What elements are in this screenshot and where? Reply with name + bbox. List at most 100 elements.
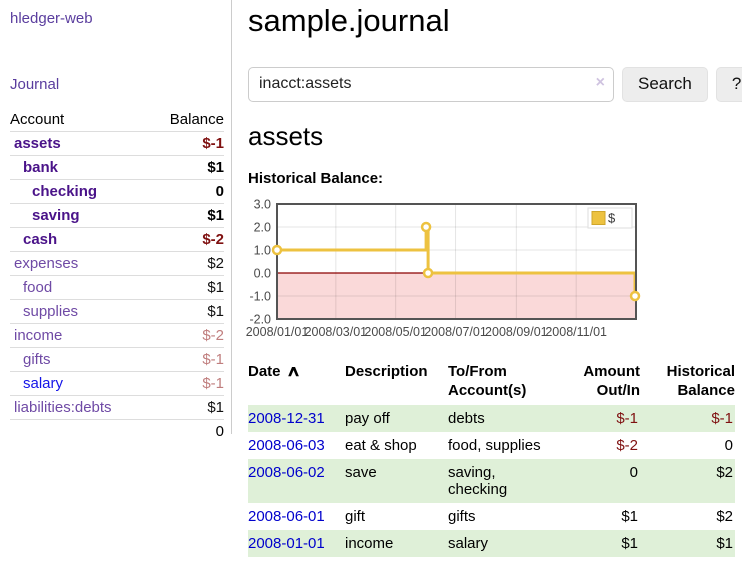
x-axis-tick-label: 2008/05/01 [364,325,427,339]
y-axis-tick-label: 0.0 [254,267,271,281]
transaction-balance: $-1 [640,405,735,432]
account-row: income $-2 [10,323,224,348]
search-input[interactable] [248,66,614,102]
column-header-description: Description [345,363,428,380]
transaction-accounts: saving, checking [448,459,566,503]
account-balance: $-1 [149,347,224,372]
transaction-amount: $-2 [616,437,638,454]
x-axis-tick-label: 2008/01/01 [246,325,309,339]
account-row: checking 0 [10,179,224,204]
x-axis-tick-label: 2008/07/01 [424,325,487,339]
account-balance: $-1 [149,371,224,396]
transactions-table: Date ∧ Description To/From Account(s) Amount O… [248,360,735,557]
account-row: food $1 [10,275,224,300]
main-panel: sample.journal × Search ? assets Histori… [232,0,742,557]
transaction-date-link[interactable]: 2008-01-01 [248,535,325,552]
transaction-balance: $1 [640,530,735,557]
account-row: supplies $1 [10,299,224,324]
y-axis-tick-label: 2.0 [254,221,271,235]
data-point-marker [420,221,432,233]
account-row: saving $1 [10,203,224,228]
sort-asc-icon: ∧ [285,363,301,380]
transaction-date-link[interactable]: 2008-06-03 [248,437,325,454]
transactions-header-row: Date ∧ Description To/From Account(s) Amount O… [248,360,735,405]
column-header-date[interactable]: Date ∧ [248,363,301,380]
legend-label: $ [608,211,616,226]
accounts-header-account: Account [10,108,150,132]
account-heading: assets [248,121,324,151]
account-link-saving[interactable]: saving [32,207,80,224]
accounts-table-body: assets $-1 bank $1 checking 0 saving $1 cash $-2 e… [10,131,224,420]
account-link-assets[interactable]: assets [14,135,61,152]
transaction-row: 2008-06-01 gift gifts $1 $2 [248,503,735,530]
app-root: hledger-web Journal Account Balance asse… [10,0,742,557]
transaction-row: 2008-12-31 pay off debts $-1 $-1 [248,405,735,432]
y-axis-tick-label: -2.0 [249,313,271,327]
transaction-balance: $2 [640,459,735,503]
transaction-amount: $1 [566,530,640,557]
brand-link[interactable]: hledger-web [10,10,93,27]
transaction-amount: 0 [566,459,640,503]
help-button[interactable]: ? [715,66,742,102]
search-input-wrap: × [248,66,614,102]
account-link-income[interactable]: income [14,327,63,344]
y-axis-tick-label: 3.0 [254,198,271,212]
clear-search-icon[interactable]: × [595,73,605,91]
account-row: cash $-2 [10,227,224,252]
account-link-food[interactable]: food [23,279,53,296]
transaction-description: save [345,459,448,503]
account-link-expenses[interactable]: expenses [14,255,79,272]
account-balance: $-2 [149,323,224,348]
account-balance: $1 [149,203,224,228]
account-link-checking[interactable]: checking [32,183,98,200]
x-axis-tick-label: 2008/11/01 [545,325,607,339]
page-title: sample.journal [248,3,450,38]
account-balance: $1 [149,299,224,324]
negative-region [277,273,636,319]
historical-balance-chart: $3.0 2.0 1.0 0.0 -1.0 -2.02008/01/012008/03/0… [246,198,641,339]
account-link-salary[interactable]: salary [23,375,64,392]
transactions-body: 2008-12-31 pay off debts $-1 $-1 2008-06-03 ea… [248,405,735,557]
transaction-balance: 0 [724,437,733,454]
transaction-description: eat & shop [345,437,417,454]
transaction-description: gift [345,508,366,525]
account-balance: 0 [149,179,224,204]
x-axis-tick-label: 2008/03/01 [305,325,368,339]
data-point-marker [422,267,434,279]
account-link-bank[interactable]: bank [23,159,59,176]
transaction-accounts: debts [448,405,566,432]
account-row: assets $-1 [10,131,224,156]
accounts-table: Account Balance assets $-1 bank $1 checking 0… [10,108,224,443]
legend-swatch [591,211,606,225]
search-button[interactable]: Search [622,66,708,102]
transaction-accounts: food, supplies [448,437,541,454]
y-axis-tick-label: 1.0 [254,244,271,258]
accounts-header-balance: Balance [149,108,224,132]
transaction-date-link[interactable]: 2008-06-01 [248,508,325,525]
account-balance: $2 [149,251,224,276]
account-link-cash[interactable]: cash [23,231,58,248]
account-row: liabilities:debts $1 [10,395,224,420]
transaction-description: pay off [345,405,448,432]
transaction-accounts: salary [448,530,566,557]
x-axis-tick-label: 2008/09/01 [485,325,548,339]
transaction-date-link[interactable]: 2008-12-31 [248,410,325,427]
accounts-total-spacer [10,419,150,443]
account-link-supplies[interactable]: supplies [23,303,79,320]
sidebar-item-journal[interactable]: Journal [10,76,60,93]
account-link-gifts[interactable]: gifts [23,351,51,368]
accounts-total-row: 0 [10,419,224,443]
transaction-row: 2008-06-02 save saving, checking 0 $2 [248,459,735,503]
transaction-date-link[interactable]: 2008-06-02 [248,464,325,481]
account-balance: $-1 [149,131,224,156]
data-point-marker [271,244,283,256]
account-link-liabilities-debts[interactable]: liabilities:debts [14,399,112,416]
transaction-row: 2008-06-03 eat & shop food, supplies $-2 0 [248,432,735,459]
account-row: bank $1 [10,155,224,180]
search-form: × Search ? [248,66,742,102]
account-row: salary $-1 [10,371,224,396]
account-row: expenses $2 [10,251,224,276]
plot-border [276,203,637,320]
transaction-amount: $-1 [566,405,640,432]
transaction-balance: $2 [716,508,733,525]
